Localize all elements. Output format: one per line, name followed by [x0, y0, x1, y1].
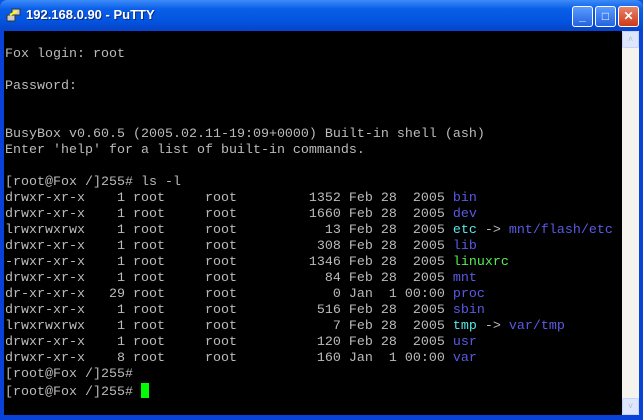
- title-bar[interactable]: 192.168.0.90 - PuTTY _ □ ✕: [0, 0, 643, 30]
- terminal-line: drwxr-xr-x 8 root root 160 Jan 1 00:00 v…: [4, 351, 622, 367]
- terminal-text: drwxr-xr-x 1 root root 84 Feb 28 2005: [5, 271, 453, 286]
- terminal-text: BusyBox v0.60.5 (2005.02.11-19:09+0000) …: [5, 127, 485, 142]
- terminal-text: lrwxrwxrwx 1 root root 7 Feb 28 2005: [5, 319, 453, 334]
- scroll-down-button[interactable]: ˅: [622, 398, 639, 415]
- maximize-button[interactable]: □: [595, 6, 616, 27]
- filename-dir: sbin: [452, 303, 485, 318]
- terminal-line: [4, 31, 622, 47]
- filename-dir: proc: [452, 287, 485, 302]
- terminal-text: [root@Fox /]255#: [5, 385, 141, 400]
- terminal-line: -rwxr-xr-x 1 root root 1346 Feb 28 2005 …: [4, 255, 622, 271]
- text-cursor: [140, 383, 149, 398]
- terminal-text: [root@Fox /]255#: [5, 367, 133, 382]
- filename-exec: linuxrc: [452, 255, 509, 270]
- terminal-line: [4, 159, 622, 175]
- terminal-text: drwxr-xr-x 8 root root 160 Jan 1 00:00: [5, 351, 453, 366]
- filename-dir: bin: [452, 191, 477, 206]
- scroll-up-button[interactable]: ˄: [622, 31, 639, 48]
- terminal-line: lrwxrwxrwx 1 root root 13 Feb 28 2005 et…: [4, 223, 622, 239]
- filename-dir: mnt/flash/etc: [508, 223, 613, 238]
- terminal-text: drwxr-xr-x 1 root root 120 Feb 28 2005: [5, 335, 453, 350]
- filename-dir: usr: [452, 335, 477, 350]
- terminal-line: [4, 111, 622, 127]
- terminal-text: lrwxrwxrwx 1 root root 13 Feb 28 2005: [5, 223, 453, 238]
- terminal-line: Fox login: root: [4, 47, 622, 63]
- terminal-line: [root@Fox /]255#: [4, 383, 622, 400]
- terminal-text: [root@Fox /]255# ls -l: [5, 175, 181, 190]
- filename-dir: lib: [452, 239, 477, 254]
- filename-dir: var/tmp: [508, 319, 565, 334]
- filename-dir: dev: [452, 207, 477, 222]
- terminal-line: drwxr-xr-x 1 root root 516 Feb 28 2005 s…: [4, 303, 622, 319]
- minimize-button[interactable]: _: [572, 6, 593, 27]
- terminal-line: lrwxrwxrwx 1 root root 7 Feb 28 2005 tmp…: [4, 319, 622, 335]
- terminal-line: drwxr-xr-x 1 root root 84 Feb 28 2005 mn…: [4, 271, 622, 287]
- terminal-line: Enter 'help' for a list of built-in comm…: [4, 143, 622, 159]
- terminal-line: BusyBox v0.60.5 (2005.02.11-19:09+0000) …: [4, 127, 622, 143]
- terminal-line: [4, 95, 622, 111]
- terminal-text: Enter 'help' for a list of built-in comm…: [5, 143, 365, 158]
- terminal-text: drwxr-xr-x 1 root root 1352 Feb 28 2005: [5, 191, 453, 206]
- terminal-text: drwxr-xr-x 1 root root 1660 Feb 28 2005: [5, 207, 453, 222]
- terminal-line: [4, 63, 622, 79]
- filename-link: tmp: [452, 319, 477, 334]
- terminal-screen[interactable]: Fox login: root Password: BusyBox v0.60.5 …: [4, 31, 622, 415]
- terminal-text: Fox login: root: [5, 47, 125, 62]
- filename-dir: var: [452, 351, 477, 366]
- window-title: 192.168.0.90 - PuTTY: [26, 7, 155, 22]
- terminal-line: drwxr-xr-x 1 root root 308 Feb 28 2005 l…: [4, 239, 622, 255]
- terminal-text: ->: [476, 223, 509, 238]
- terminal-text: drwxr-xr-x 1 root root 308 Feb 28 2005: [5, 239, 453, 254]
- terminal-text: -rwxr-xr-x 1 root root 1346 Feb 28 2005: [5, 255, 453, 270]
- terminal-line: drwxr-xr-x 1 root root 120 Feb 28 2005 u…: [4, 335, 622, 351]
- vertical-scrollbar[interactable]: ˄ ˅: [622, 31, 639, 415]
- terminal-line: [root@Fox /]255#: [4, 367, 622, 383]
- putty-icon: [6, 8, 21, 22]
- filename-link: etc: [452, 223, 477, 238]
- terminal-text: ->: [476, 319, 509, 334]
- terminal-line: [root@Fox /]255# ls -l: [4, 175, 622, 191]
- close-button[interactable]: ✕: [618, 6, 639, 27]
- terminal-text: dr-xr-xr-x 29 root root 0 Jan 1 00:00: [5, 287, 453, 302]
- terminal-text: Password:: [5, 79, 77, 94]
- terminal-line: Password:: [4, 79, 622, 95]
- filename-dir: mnt: [452, 271, 477, 286]
- terminal-line: dr-xr-xr-x 29 root root 0 Jan 1 00:00 pr…: [4, 287, 622, 303]
- terminal-line: drwxr-xr-x 1 root root 1352 Feb 28 2005 …: [4, 191, 622, 207]
- terminal-text: drwxr-xr-x 1 root root 516 Feb 28 2005: [5, 303, 453, 318]
- terminal-line: drwxr-xr-x 1 root root 1660 Feb 28 2005 …: [4, 207, 622, 223]
